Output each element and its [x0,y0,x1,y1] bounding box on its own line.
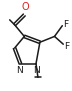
Text: O: O [21,2,29,12]
Text: N: N [34,66,40,75]
Text: F: F [63,20,68,29]
Text: F: F [64,42,69,51]
Text: N: N [16,66,23,75]
